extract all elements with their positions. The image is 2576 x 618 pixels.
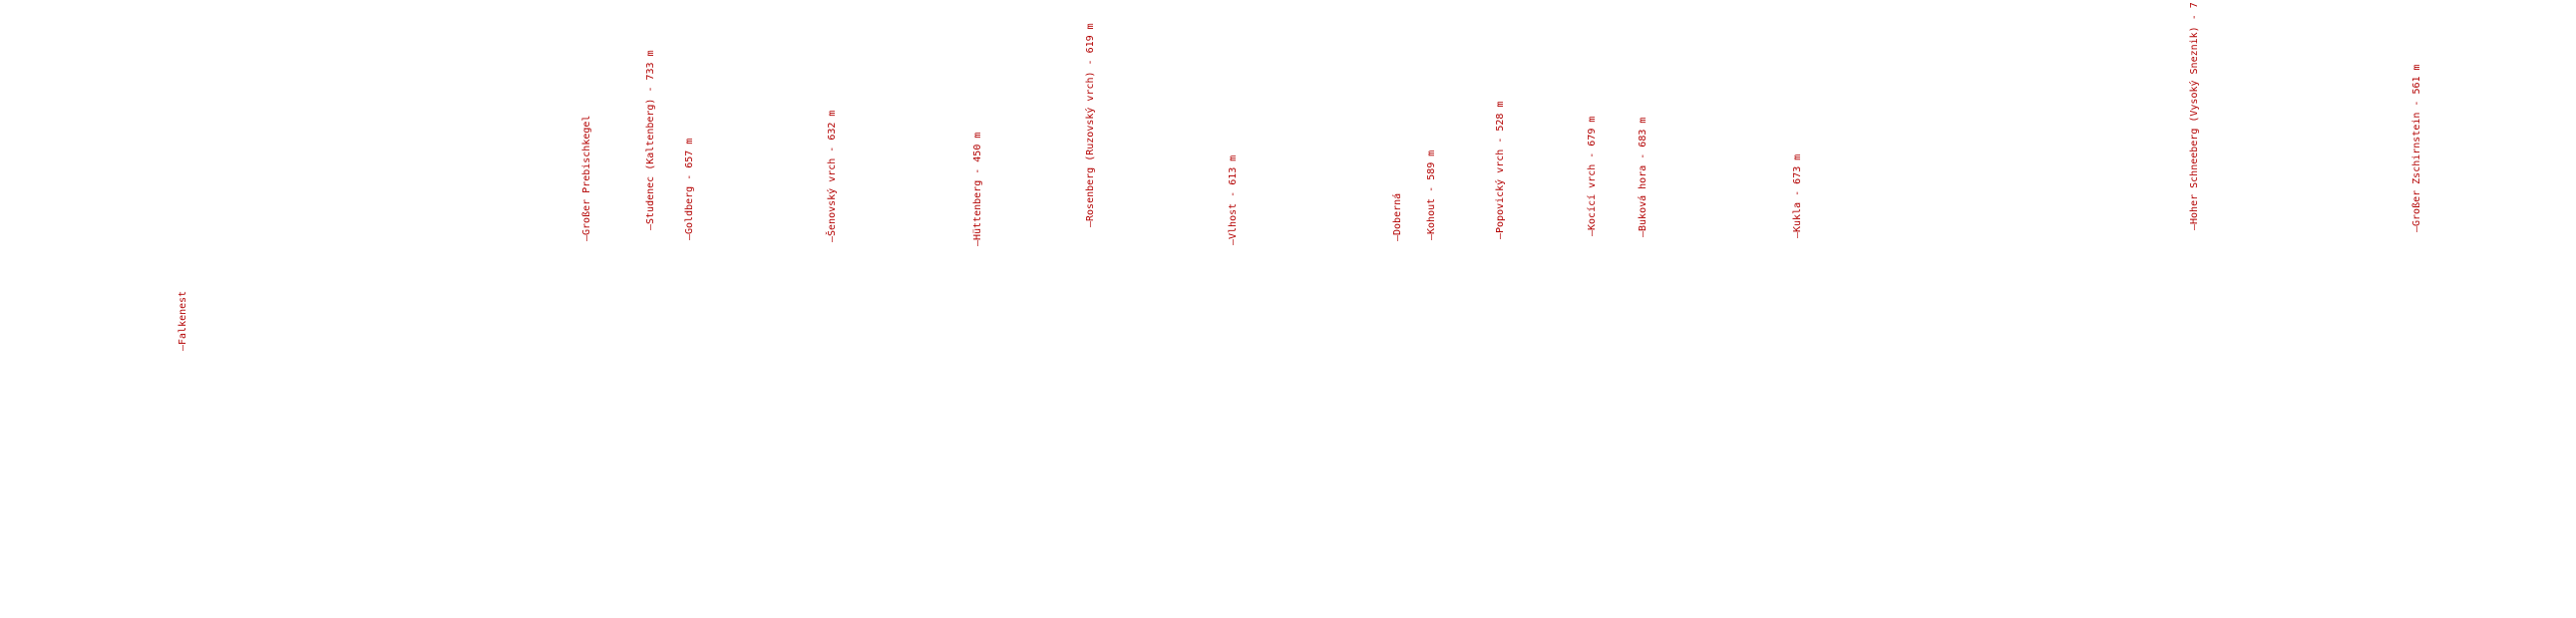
peak-label-vlhost: —Vlhost - 613 m <box>1228 154 1239 245</box>
peak-label-hoher-schneeberg: —Hoher Schneeberg (Vysoký Sneznik) - 7 <box>2189 2 2200 230</box>
peak-label-popovicky-vrch: —Popovický vrch - 528 m <box>1495 101 1506 239</box>
peak-label-falkenest: —Falkenest <box>178 290 188 351</box>
peak-label-goldberg: —Goldberg - 657 m <box>684 138 695 240</box>
peak-label-kocici-vrch: —Kocící vrch - 679 m <box>1587 116 1598 236</box>
peak-label-grosser-prebischkegel: —Großer Prebischkegel <box>581 115 592 241</box>
peak-label-kohout: —Kohout - 589 m <box>1426 150 1437 240</box>
peak-label-grosser-zschirnstein: —Großer Zschirnstein - 561 m <box>2411 64 2422 232</box>
peak-label-huttenberg: —Hüttenberg - 450 m <box>972 132 983 246</box>
peak-label-doberna: —Doberná <box>1392 192 1403 241</box>
peak-label-studenec: —Studenec (Kaltenberg) - 733 m <box>645 50 656 230</box>
peak-label-rosenberg: —Rosenberg (Ruzovský vrch) - 619 m <box>1085 23 1096 227</box>
peak-label-kukla: —Kukla - 673 m <box>1792 154 1803 238</box>
peak-label-senovsky-vrch: —Šenovský vrch - 632 m <box>827 110 838 242</box>
peak-label-bukova-hora: —Buková hora - 683 m <box>1638 117 1649 237</box>
